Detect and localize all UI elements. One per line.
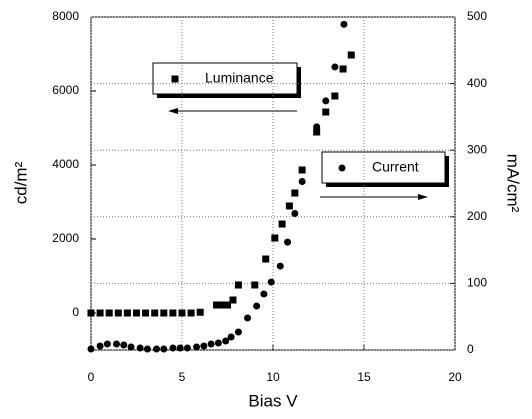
- arrow-head: [168, 108, 178, 114]
- x-axis-label: Bias V: [248, 391, 298, 410]
- data-point: [136, 344, 144, 352]
- y2-tick-label: 100: [467, 276, 487, 290]
- data-point: [142, 309, 150, 317]
- data-point: [278, 220, 286, 228]
- data-point: [227, 333, 235, 341]
- data-point: [218, 301, 226, 309]
- data-point: [169, 344, 177, 352]
- data-point: [178, 309, 186, 317]
- data-point: [160, 309, 168, 317]
- y2-tick-label: 400: [467, 76, 487, 90]
- x-tick-label: 5: [179, 370, 186, 384]
- data-point: [331, 63, 339, 71]
- legend-label: Current: [372, 159, 419, 175]
- arrow-head: [418, 194, 428, 200]
- data-point: [291, 189, 299, 197]
- data-point: [267, 278, 275, 286]
- data-point: [96, 342, 104, 350]
- x-tick-label: 15: [357, 370, 371, 384]
- data-point: [298, 166, 306, 174]
- y2-tick-label: 200: [467, 209, 487, 223]
- data-point: [260, 290, 268, 298]
- data-point: [112, 340, 120, 348]
- data-point: [127, 343, 135, 351]
- data-point: [313, 128, 321, 136]
- data-point: [213, 301, 221, 309]
- data-point: [339, 65, 347, 73]
- y-tick-label: 2000: [52, 231, 79, 245]
- y2-axis-label: mA/cm²: [504, 154, 523, 213]
- data-point: [105, 309, 113, 317]
- data-point: [96, 309, 104, 317]
- data-point: [313, 123, 321, 131]
- data-point: [244, 314, 252, 322]
- legend-label: Luminance: [205, 70, 274, 86]
- data-point: [151, 309, 159, 317]
- data-point: [214, 339, 222, 347]
- y2-tick-label: 0: [467, 342, 474, 356]
- x-tick-label: 20: [448, 370, 462, 384]
- data-point: [262, 255, 270, 263]
- legend-marker: [338, 164, 346, 172]
- data-point: [87, 345, 95, 353]
- data-point: [347, 51, 355, 59]
- data-point: [207, 340, 215, 348]
- y-tick-label: 6000: [52, 83, 79, 97]
- data-point: [193, 343, 201, 351]
- data-point: [253, 302, 261, 310]
- data-point: [153, 345, 161, 353]
- x-tick-label: 10: [266, 370, 280, 384]
- data-point: [291, 209, 299, 217]
- data-point: [322, 108, 330, 116]
- data-point: [114, 309, 122, 317]
- data-point: [285, 202, 293, 210]
- x-tick-label: 0: [88, 370, 95, 384]
- data-point: [183, 344, 191, 352]
- y-tick-label: 4000: [52, 157, 79, 171]
- data-point: [176, 344, 184, 352]
- data-point: [133, 309, 140, 317]
- data-point: [123, 309, 131, 317]
- data-point: [229, 296, 237, 304]
- data-point: [284, 238, 292, 246]
- data-point: [187, 309, 195, 317]
- data-point: [224, 301, 231, 309]
- y-tick-label: 0: [72, 305, 79, 319]
- data-point: [169, 309, 177, 317]
- data-point: [87, 309, 95, 317]
- data-point: [160, 345, 168, 353]
- legend-marker: [171, 75, 179, 83]
- data-point: [196, 308, 204, 316]
- y-axis-label: cd/m²: [11, 161, 30, 204]
- data-point: [331, 92, 339, 100]
- data-point: [120, 341, 128, 349]
- data-point: [200, 342, 208, 350]
- data-point: [103, 340, 111, 348]
- data-point: [143, 345, 151, 353]
- y-tick-label: 8000: [52, 9, 79, 23]
- data-point: [222, 337, 230, 345]
- data-point: [322, 97, 330, 105]
- data-point: [271, 234, 279, 242]
- data-point: [298, 178, 306, 186]
- data-point: [234, 328, 242, 336]
- y2-tick-label: 500: [467, 9, 487, 23]
- data-point: [276, 262, 284, 270]
- data-point: [234, 281, 242, 289]
- data-point: [251, 281, 259, 289]
- y2-tick-label: 300: [467, 142, 487, 156]
- data-point: [340, 20, 348, 28]
